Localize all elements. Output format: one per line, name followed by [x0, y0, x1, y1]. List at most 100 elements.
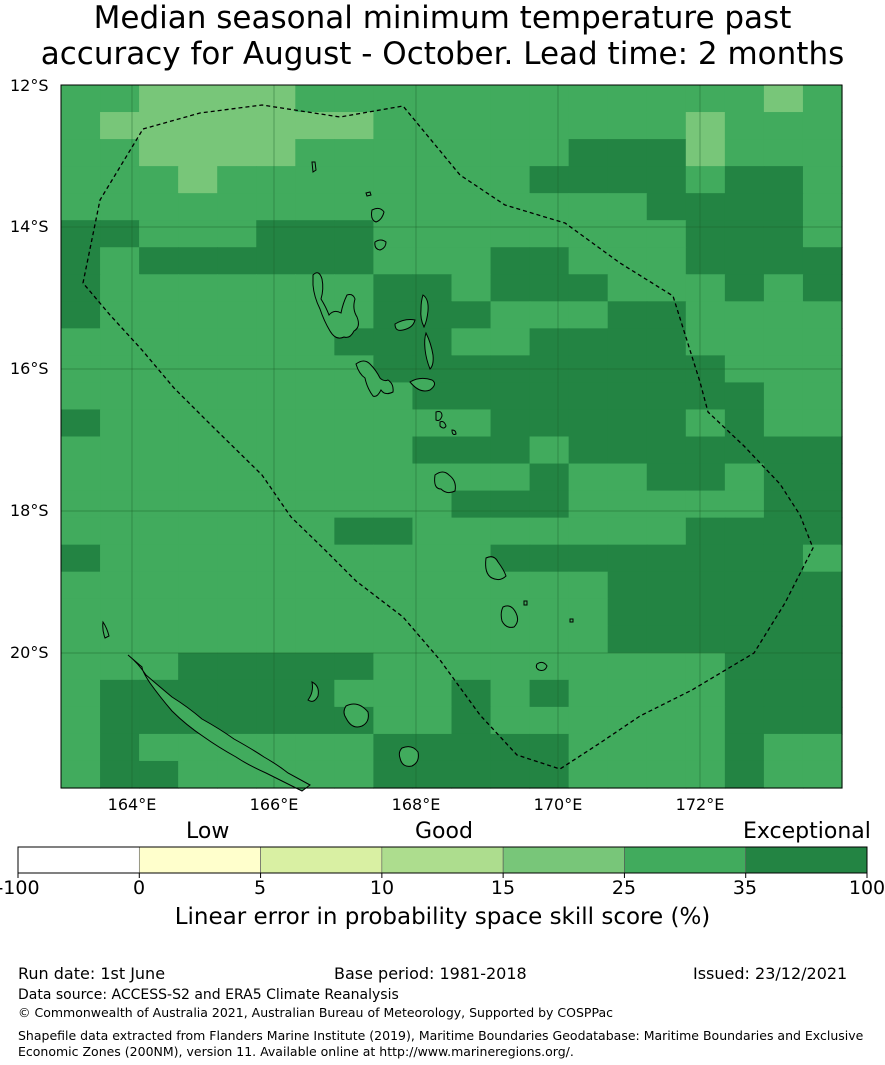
lat-label-14s: 14°S [10, 217, 49, 236]
grid-cell [373, 490, 414, 519]
grid-cell [412, 571, 453, 600]
grid-cell [685, 436, 726, 465]
grid-cell [412, 679, 453, 708]
grid-cell [178, 85, 218, 113]
grid-cell [607, 436, 648, 465]
grid-cell [685, 463, 726, 492]
grid-cell [61, 463, 101, 492]
grid-cell [685, 517, 726, 546]
grid-cell [607, 706, 648, 735]
grid-cell [802, 274, 843, 302]
grid-cell [412, 274, 453, 302]
colorbar-swatch [138, 846, 261, 874]
grid-cell [451, 112, 492, 140]
grid-cell [373, 112, 414, 140]
grid-cell [256, 706, 296, 735]
grid-cell [802, 436, 843, 465]
grid-cell [178, 112, 218, 140]
grid-cell [490, 139, 531, 167]
grid-cell [334, 409, 374, 438]
colorbar-tick-label: 5 [253, 877, 267, 899]
island-epi [435, 411, 443, 421]
grid-cell [256, 301, 296, 329]
grid-cell [295, 112, 335, 140]
grid-cell [295, 625, 335, 654]
grid-cell [763, 598, 804, 627]
grid-cell [529, 598, 570, 627]
grid-cell [256, 85, 296, 113]
grid-cell [802, 193, 843, 221]
grid-cell [295, 652, 335, 681]
grid-cell [529, 490, 570, 519]
grid-cell [451, 85, 492, 113]
grid-cell [256, 274, 296, 302]
grid-cell [607, 85, 648, 113]
grid-cell [529, 517, 570, 546]
grid-cell [412, 112, 453, 140]
grid-cell [451, 517, 492, 546]
grid-cell [256, 409, 296, 438]
grid-cell [724, 139, 765, 167]
grid-cell [490, 679, 531, 708]
grid-cell [61, 436, 101, 465]
grid-cell [334, 85, 374, 113]
grid-cell [568, 598, 609, 627]
grid-cell [490, 166, 531, 194]
grid-cell [568, 706, 609, 735]
grid-cell [295, 544, 335, 573]
grid-cell [412, 301, 453, 329]
grid-cell [451, 463, 492, 492]
grid-cell [763, 733, 804, 762]
grid-cell [217, 85, 257, 113]
grid-cell [373, 652, 414, 681]
grid-cell [568, 625, 609, 654]
grid-cell [178, 274, 218, 302]
grid-cell [61, 544, 101, 573]
island-gaua [374, 239, 387, 251]
grid-cell [61, 220, 101, 248]
grid-cell [100, 571, 140, 600]
grid-cell [334, 517, 374, 546]
grid-cell [724, 463, 765, 492]
grid-cell [139, 760, 179, 789]
grid-cell [178, 166, 218, 194]
grid-cell [334, 112, 374, 140]
grid-cell [178, 436, 218, 465]
grid-cell [607, 328, 648, 356]
grid-cell [61, 679, 101, 708]
grid-cell [256, 679, 296, 708]
grid-cell [178, 220, 218, 248]
grid-cell [529, 382, 570, 411]
grid-cell [646, 490, 687, 519]
grid-cell [61, 733, 101, 762]
grid-cell [568, 490, 609, 519]
grid-cell [256, 598, 296, 627]
grid-cell [685, 760, 726, 789]
grid-cell [802, 463, 843, 492]
grid-cell [646, 733, 687, 762]
grid-cell [217, 544, 257, 573]
grid-cell [568, 436, 609, 465]
grid-cell [724, 598, 765, 627]
grid-cell [139, 85, 179, 113]
grid-cell [763, 760, 804, 789]
grid-cell [529, 139, 570, 167]
grid-cell [256, 328, 296, 356]
grid-cell [100, 463, 140, 492]
grid-cell [607, 112, 648, 140]
grid-cell [646, 571, 687, 600]
island-aniwa [523, 600, 528, 606]
island-maewo [420, 294, 429, 329]
grid-cell [61, 760, 101, 789]
grid-cell [763, 571, 804, 600]
island-ambae [394, 319, 416, 331]
grid-cell [490, 652, 531, 681]
island-lifou [343, 703, 369, 728]
grid-cell [802, 517, 843, 546]
grid-cell [139, 193, 179, 221]
grid-cell [607, 733, 648, 762]
grid-cell [61, 139, 101, 167]
grid-cell [100, 544, 140, 573]
grid-cell [529, 679, 570, 708]
grid-cell [607, 760, 648, 789]
